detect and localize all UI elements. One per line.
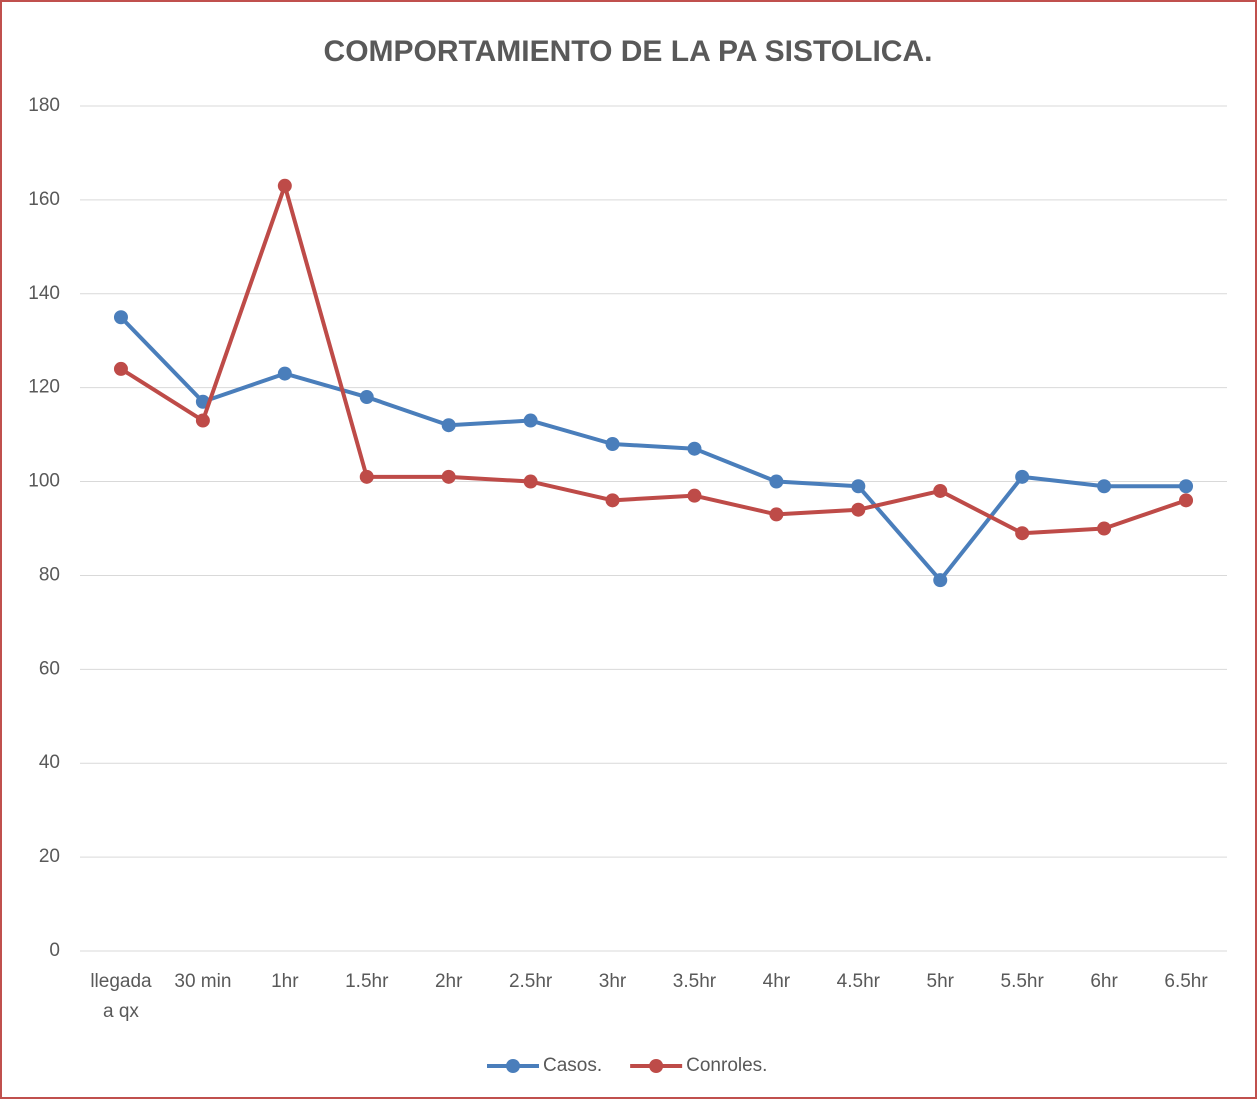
- y-tick-label: 100: [28, 471, 60, 492]
- data-point: [933, 483, 948, 498]
- y-tick-label: 180: [28, 95, 60, 116]
- data-point: [687, 441, 702, 456]
- data-point: [769, 474, 784, 489]
- y-tick-label: 140: [28, 283, 60, 304]
- y-tick-label: 60: [39, 658, 60, 679]
- x-tick-label: 3hr: [598, 971, 627, 992]
- legend-marker: [506, 1059, 520, 1073]
- data-point: [1015, 469, 1030, 484]
- x-tick-label: 30 min: [174, 971, 232, 992]
- x-tick-label: 6hr: [1090, 971, 1118, 992]
- y-tick-label: 40: [39, 752, 60, 773]
- data-point: [605, 437, 620, 451]
- x-tick-label: 3.5hr: [672, 971, 717, 992]
- y-tick-label: 160: [28, 189, 60, 210]
- x-tick-label: 4hr: [762, 971, 791, 992]
- data-point: [1179, 493, 1194, 508]
- data-point: [851, 502, 866, 517]
- x-tick-label: llegada a qx: [90, 971, 152, 1022]
- data-point: [441, 469, 456, 484]
- data-point: [195, 413, 210, 428]
- series-line: [119, 183, 1187, 536]
- chart-title: COMPORTAMIENTO DE LA PA SISTOLICA.: [324, 35, 933, 68]
- y-tick-label: 80: [39, 564, 60, 585]
- x-tick-label: 6.5hr: [1164, 971, 1208, 992]
- data-point: [605, 493, 620, 508]
- data-point: [933, 573, 948, 588]
- data-point: [523, 474, 538, 489]
- y-tick-label: 20: [39, 846, 60, 867]
- legend-label: Conroles.: [686, 1055, 767, 1076]
- x-tick-label: 2hr: [434, 971, 463, 992]
- x-tick-label: 1hr: [271, 971, 299, 992]
- data-point: [1179, 479, 1194, 494]
- data-point: [1015, 526, 1030, 541]
- x-tick-label: 5hr: [926, 971, 954, 992]
- legend-label: Casos.: [543, 1055, 602, 1076]
- legend-marker: [649, 1059, 664, 1073]
- data-point: [851, 479, 866, 494]
- data-point: [277, 178, 292, 193]
- data-point: [359, 390, 374, 405]
- data-point: [359, 469, 374, 484]
- x-tick-label: 2.5hr: [508, 971, 553, 992]
- data-point: [687, 488, 702, 503]
- data-point: [441, 418, 456, 433]
- y-tick-label: 0: [49, 940, 60, 961]
- data-point: [277, 366, 292, 381]
- x-tick-label: 4.5hr: [836, 971, 880, 992]
- data-point: [113, 310, 128, 325]
- x-tick-label: 5.5hr: [1000, 971, 1044, 992]
- data-point: [769, 507, 784, 522]
- x-tick-label: 1.5hr: [345, 971, 389, 992]
- y-tick-label: 120: [28, 377, 60, 398]
- data-point: [1097, 479, 1112, 494]
- data-point: [113, 361, 128, 376]
- data-point: [523, 413, 538, 428]
- data-point: [1097, 521, 1112, 536]
- series-line: [119, 315, 1187, 583]
